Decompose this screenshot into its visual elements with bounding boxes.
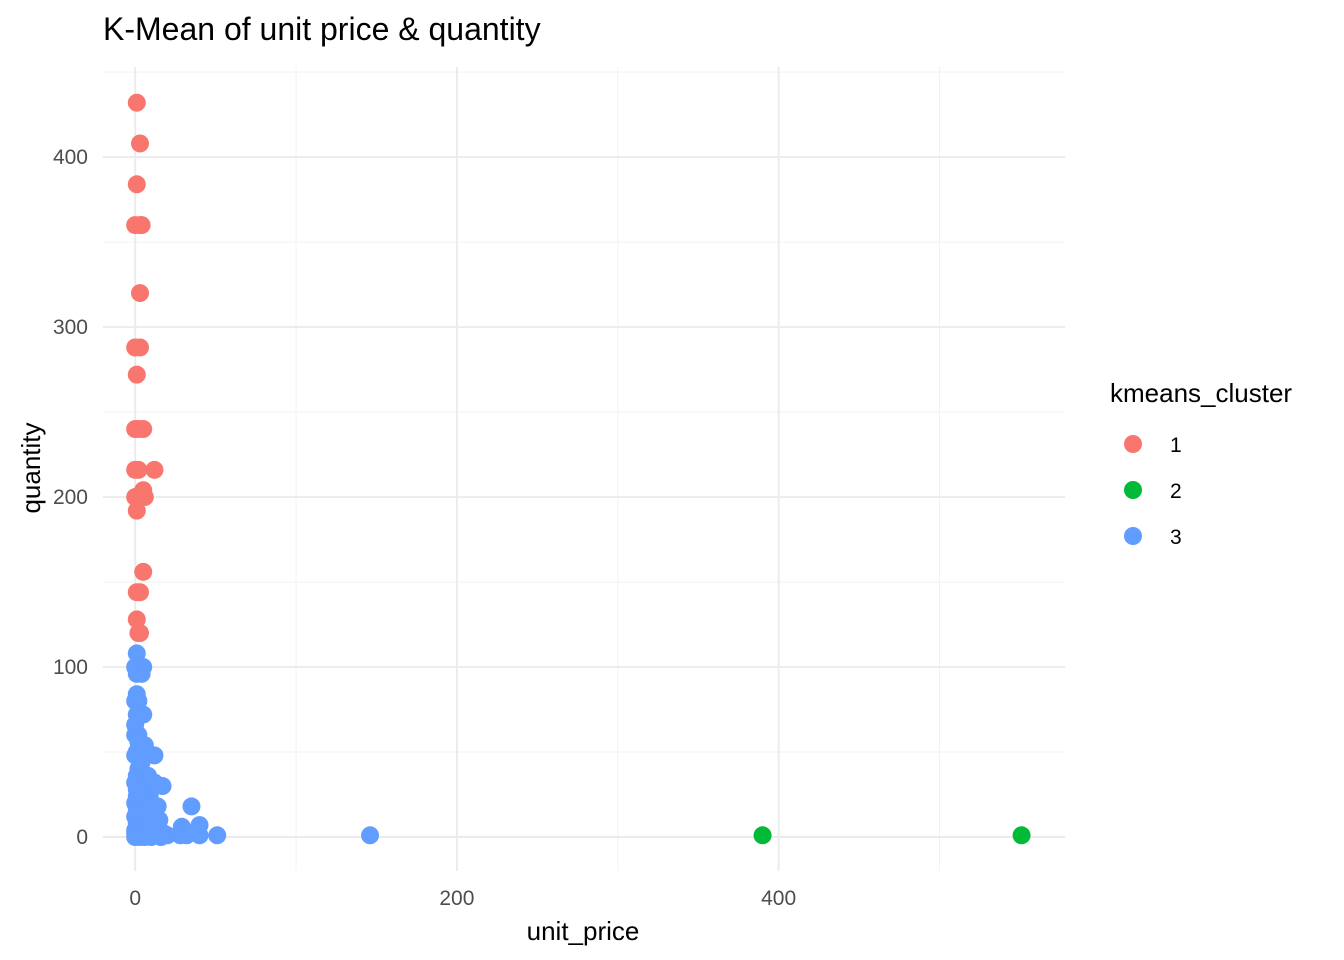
grid xyxy=(103,67,1065,871)
series-3 xyxy=(126,644,380,847)
x-axis-ticks: 0 200 400 xyxy=(129,887,796,910)
series-2 xyxy=(753,826,1031,845)
data-point xyxy=(127,610,146,629)
legend-title: kmeans_cluster xyxy=(1110,378,1292,408)
data-point xyxy=(126,715,145,734)
legend-key xyxy=(1124,527,1142,545)
data-point xyxy=(182,797,201,816)
data-point xyxy=(131,583,149,602)
data-point xyxy=(131,284,149,303)
data-point xyxy=(131,338,149,357)
data-point xyxy=(131,624,149,643)
data-point xyxy=(127,780,146,799)
x-axis-title: unit_price xyxy=(527,916,640,946)
data-point xyxy=(753,826,772,845)
chart-title: K-Mean of unit price & quantity xyxy=(103,11,541,47)
data-point xyxy=(132,216,151,235)
data-point xyxy=(127,644,146,663)
data-point xyxy=(134,562,153,581)
legend-label: 1 xyxy=(1170,434,1182,457)
x-tick-label: 400 xyxy=(761,887,796,910)
data-point xyxy=(127,365,146,384)
legend-key xyxy=(1124,481,1142,499)
data-point xyxy=(361,826,380,845)
data-point xyxy=(129,692,148,711)
data-point xyxy=(127,501,146,520)
legend-label: 3 xyxy=(1170,526,1182,549)
y-axis-ticks: 0 100 200 300 400 xyxy=(53,146,88,849)
x-tick-label: 0 xyxy=(129,887,141,910)
y-tick-label: 0 xyxy=(76,826,88,849)
legend: kmeans_cluster 1 2 3 xyxy=(1110,378,1292,549)
data-point xyxy=(134,420,153,439)
data-point xyxy=(127,175,146,194)
y-tick-label: 200 xyxy=(53,486,88,509)
data-point xyxy=(177,826,196,845)
data-point xyxy=(127,93,146,112)
y-axis-title: quantity xyxy=(16,422,46,513)
series-1 xyxy=(126,93,164,643)
data-point xyxy=(190,826,209,845)
legend-key xyxy=(1124,435,1142,453)
data-point xyxy=(129,460,148,479)
y-tick-label: 400 xyxy=(53,146,88,169)
data-point xyxy=(143,817,162,836)
data-point xyxy=(132,664,151,683)
data-point xyxy=(131,134,149,153)
y-tick-label: 300 xyxy=(53,316,88,339)
data-point xyxy=(129,732,148,751)
x-tick-label: 200 xyxy=(439,887,474,910)
data-point xyxy=(145,460,164,479)
legend-label: 2 xyxy=(1170,480,1182,503)
data-point xyxy=(135,488,154,507)
data-point xyxy=(132,753,151,772)
data-point xyxy=(1012,826,1031,845)
data-point xyxy=(153,777,172,796)
y-tick-label: 100 xyxy=(53,656,88,679)
data-point xyxy=(137,804,156,823)
data-point xyxy=(208,826,227,845)
data-points xyxy=(126,93,1031,847)
